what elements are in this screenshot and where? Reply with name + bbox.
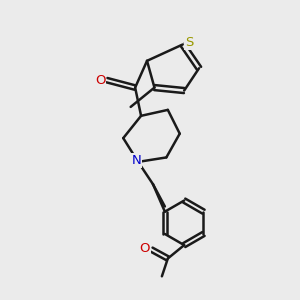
- Text: O: O: [140, 242, 150, 255]
- Text: O: O: [95, 74, 106, 87]
- Text: N: N: [132, 154, 142, 167]
- Text: S: S: [185, 36, 194, 49]
